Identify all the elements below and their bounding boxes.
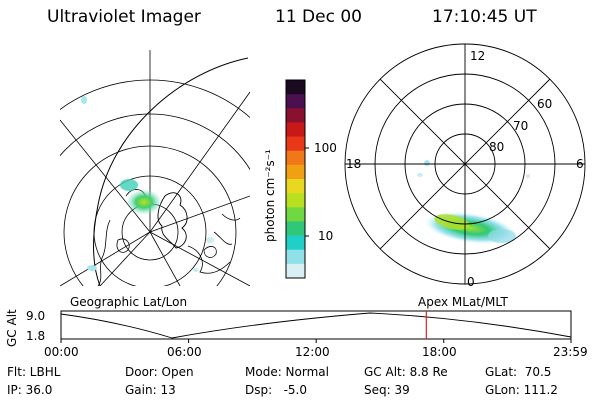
- info-dsp: Dsp: -5.0: [245, 383, 308, 397]
- geographic-panel-label: Geographic Lat/Lon: [70, 295, 188, 309]
- colorbar-segment: [286, 150, 305, 166]
- mlat-label-80: 80: [489, 140, 505, 154]
- altitude-plot: [60, 310, 572, 343]
- info-filter: Flt: LBHL: [7, 365, 61, 379]
- colorbar-segment: [286, 164, 305, 180]
- info-glat: GLat: 70.5: [485, 365, 552, 379]
- colorbar-segment: [286, 221, 305, 237]
- mlat-label-60: 60: [537, 97, 553, 111]
- polar-plot: [344, 43, 586, 285]
- colorbar-segment: [286, 94, 305, 109]
- info-gain: Gain: 13: [125, 383, 176, 397]
- colorbar-segment: [286, 108, 305, 123]
- colorbar-segment: [286, 235, 305, 251]
- mlt-label-18: 18: [346, 157, 362, 171]
- mlt-label-12: 12: [470, 49, 486, 63]
- time-tick-1800: 18:00: [422, 345, 457, 359]
- colorbar-segment: [286, 207, 305, 222]
- polar-panel-label: Apex MLat/MLT: [418, 295, 508, 309]
- colorbar-segment: [286, 263, 305, 279]
- colorbar-segment: [286, 122, 305, 138]
- observation-date: 11 Dec 00: [275, 7, 362, 27]
- colorbar-segment: [286, 80, 305, 95]
- altitude-axis-title: GC Alt: [5, 309, 19, 347]
- mlt-label-0: 0: [467, 275, 475, 289]
- info-ip: IP: 36.0: [7, 383, 53, 397]
- info-door: Door: Open: [125, 365, 194, 379]
- time-tick-0600: 06:00: [167, 345, 202, 359]
- colorbar-segment: [286, 179, 305, 194]
- instrument-title: Ultraviolet Imager: [47, 7, 201, 27]
- time-tick-0000: 00:00: [44, 345, 79, 359]
- info-seq: Seq: 39: [364, 383, 410, 397]
- colorbar-segment: [286, 249, 305, 265]
- colorbar-tick-100: 100: [314, 141, 337, 155]
- color-bar: [285, 79, 309, 279]
- colorbar-unit-label: photon cm⁻²s⁻¹: [263, 149, 277, 242]
- colorbar-segment: [286, 193, 305, 208]
- info-gc-alt: GC Alt: 8.8 Re: [364, 365, 448, 379]
- mlt-label-6: 6: [576, 157, 584, 171]
- geographic-map: [60, 50, 250, 286]
- colorbar-tick-10: 10: [318, 229, 334, 243]
- info-mode: Mode: Normal: [245, 365, 329, 379]
- altitude-tick-low: 1.8: [26, 329, 46, 343]
- info-glon: GLon: 111.2: [485, 383, 558, 397]
- time-tick-1200: 12:00: [295, 345, 330, 359]
- colorbar-segment: [286, 136, 305, 152]
- time-tick-2359: 23:59: [553, 345, 588, 359]
- observation-time: 17:10:45 UT: [432, 7, 537, 27]
- altitude-tick-high: 9.0: [26, 309, 46, 323]
- colorbar-frame: [285, 79, 306, 279]
- mlat-label-70: 70: [513, 119, 529, 133]
